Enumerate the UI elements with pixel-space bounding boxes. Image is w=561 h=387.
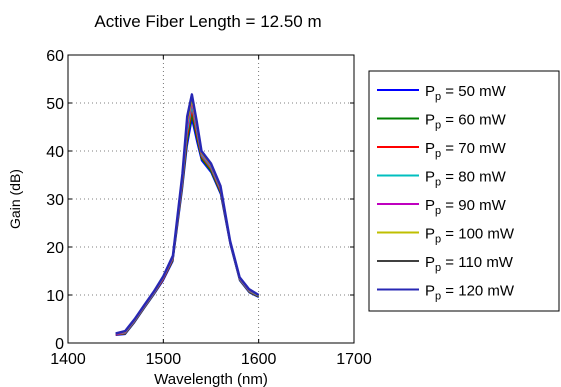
legend-entry-3: Pp = 70 mW [425,140,507,160]
y-tick-label: 40 [46,144,64,161]
y-tick-label: 60 [46,48,64,65]
series-group [115,93,260,336]
legend-entry-7: Pp = 110 mW [425,254,514,274]
y-tick-label: 30 [46,192,64,209]
x-tick-label: 1400 [50,351,86,368]
legend-entry-6: Pp = 100 mW [425,226,515,246]
y-tick-label: 0 [55,336,64,353]
legend-entry-5: Pp = 90 mW [425,197,507,217]
legend-entry-2: Pp = 60 mW [425,112,507,132]
x-axis-label: Wavelength (nm) [154,371,268,387]
y-axis-label: Gain (dB) [7,169,23,229]
x-tick-label: 1600 [241,351,277,368]
y-tick-label: 50 [46,96,64,113]
x-tick-label: 1500 [146,351,182,368]
plot-frame [67,54,355,344]
grid [68,55,354,343]
legend-box [368,70,560,312]
y-axis: 0 10 20 30 40 50 60 [46,48,354,353]
legend-entry-4: Pp = 80 mW [425,169,507,189]
legend-entry-1: Pp = 50 mW [425,83,507,103]
chart-title: Active Fiber Length = 12.50 m [94,12,321,31]
x-tick-label: 1700 [336,351,372,368]
series-line-8 [115,93,260,335]
y-tick-label: 20 [46,240,64,257]
x-axis: 1400 1500 1600 1700 [50,55,372,368]
series-line-2 [115,114,260,336]
legend: Pp = 50 mW Pp = 60 mW Pp = 70 mW Pp = 80 mW… [377,83,515,303]
series-line-1 [115,119,260,336]
legend-entry-8: Pp = 120 mW [425,283,515,303]
y-tick-label: 10 [46,288,64,305]
